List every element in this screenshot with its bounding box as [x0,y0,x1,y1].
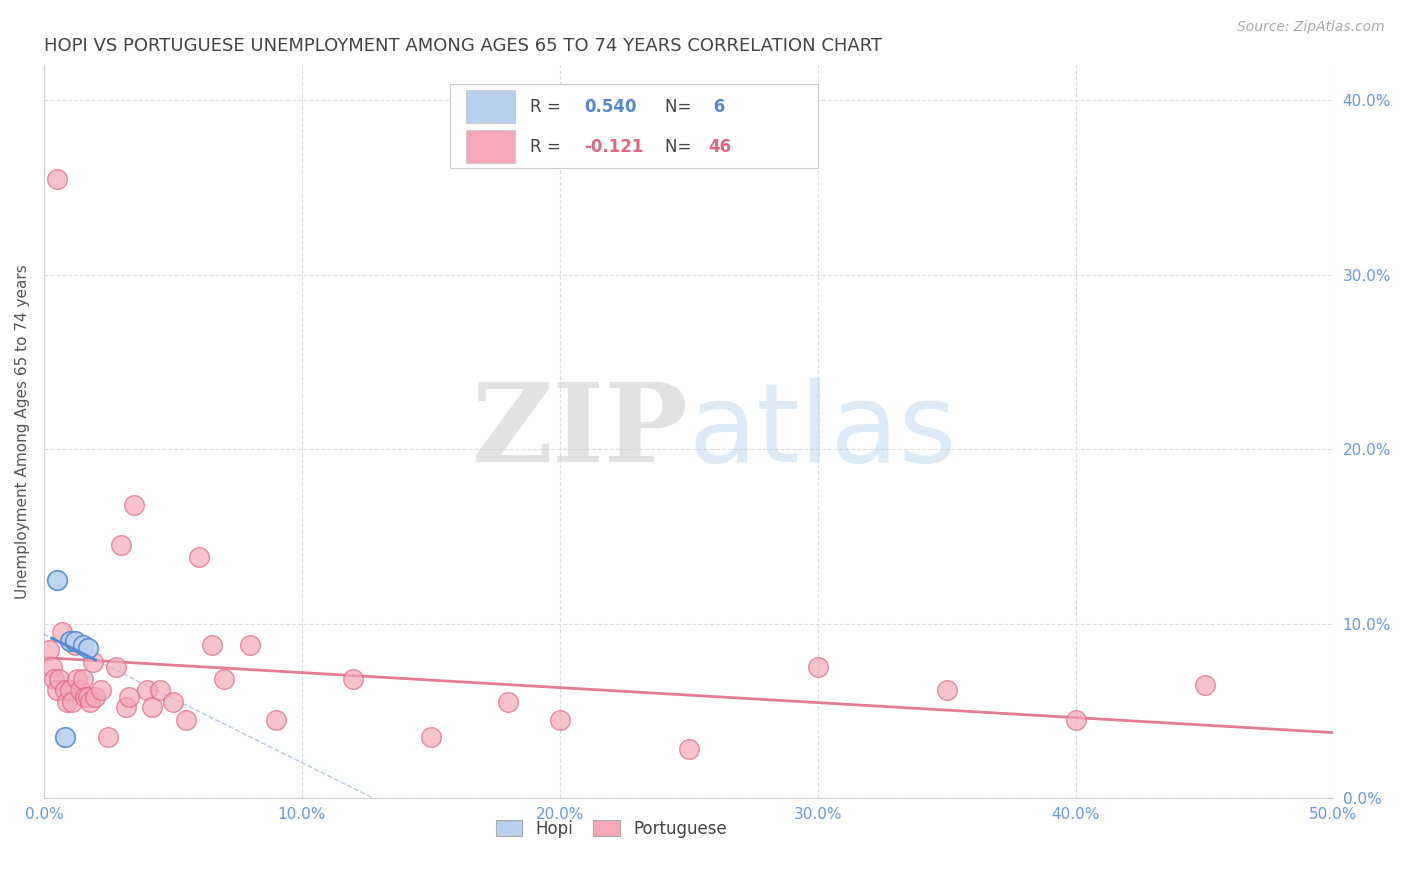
Point [239,638,262,652]
Point [678,742,700,756]
Point [264,713,287,727]
Point [45,171,67,186]
Point [53,730,76,744]
Text: 0.540: 0.540 [585,98,637,116]
Text: atlas: atlas [689,378,957,485]
Text: 6: 6 [709,98,725,116]
Point [79,695,101,709]
Text: -0.121: -0.121 [585,137,644,156]
Point [51,625,73,640]
Point [63,638,86,652]
Point [56,695,79,709]
Point [75,690,97,704]
Point [48,673,70,687]
Point [59,634,82,648]
Point [41,660,63,674]
Point [45,573,67,587]
Point [187,550,209,565]
FancyBboxPatch shape [465,130,515,163]
Point [149,682,172,697]
Point [105,660,128,674]
Point [45,682,67,697]
Point [76,641,98,656]
Text: 46: 46 [709,137,731,156]
Point [72,638,94,652]
Text: HOPI VS PORTUGUESE UNEMPLOYMENT AMONG AGES 65 TO 74 YEARS CORRELATION CHART: HOPI VS PORTUGUESE UNEMPLOYMENT AMONG AG… [44,37,882,55]
Point [342,673,364,687]
Point [200,638,222,652]
Point [60,695,83,709]
Text: N=: N= [665,98,697,116]
Point [115,700,138,714]
Point [110,538,132,552]
Point [66,673,89,687]
Point [38,642,60,657]
Point [419,730,441,744]
Point [122,498,145,512]
Text: ZIP: ZIP [472,378,689,485]
Point [82,655,104,669]
Point [1194,678,1216,692]
Point [76,690,98,704]
Point [496,695,519,709]
Point [214,673,236,687]
Point [1064,713,1087,727]
Point [90,682,112,697]
Point [174,713,197,727]
Text: N=: N= [665,137,697,156]
FancyBboxPatch shape [450,84,818,168]
Point [59,682,82,697]
FancyBboxPatch shape [465,90,515,123]
Point [141,700,163,714]
Point [807,660,830,674]
Text: R =: R = [530,137,567,156]
Point [118,690,141,704]
Point [935,682,957,697]
Point [44,673,66,687]
Point [97,730,120,744]
Point [84,690,107,704]
Point [548,713,571,727]
Point [136,682,159,697]
Point [162,695,184,709]
Y-axis label: Unemployment Among Ages 65 to 74 years: Unemployment Among Ages 65 to 74 years [15,264,30,599]
Point [53,682,76,697]
Text: Source: ZipAtlas.com: Source: ZipAtlas.com [1237,20,1385,34]
Point [72,673,94,687]
Point [69,682,91,697]
Legend: Hopi, Portuguese: Hopi, Portuguese [489,814,734,845]
Text: R =: R = [530,98,567,116]
Point [63,634,86,648]
